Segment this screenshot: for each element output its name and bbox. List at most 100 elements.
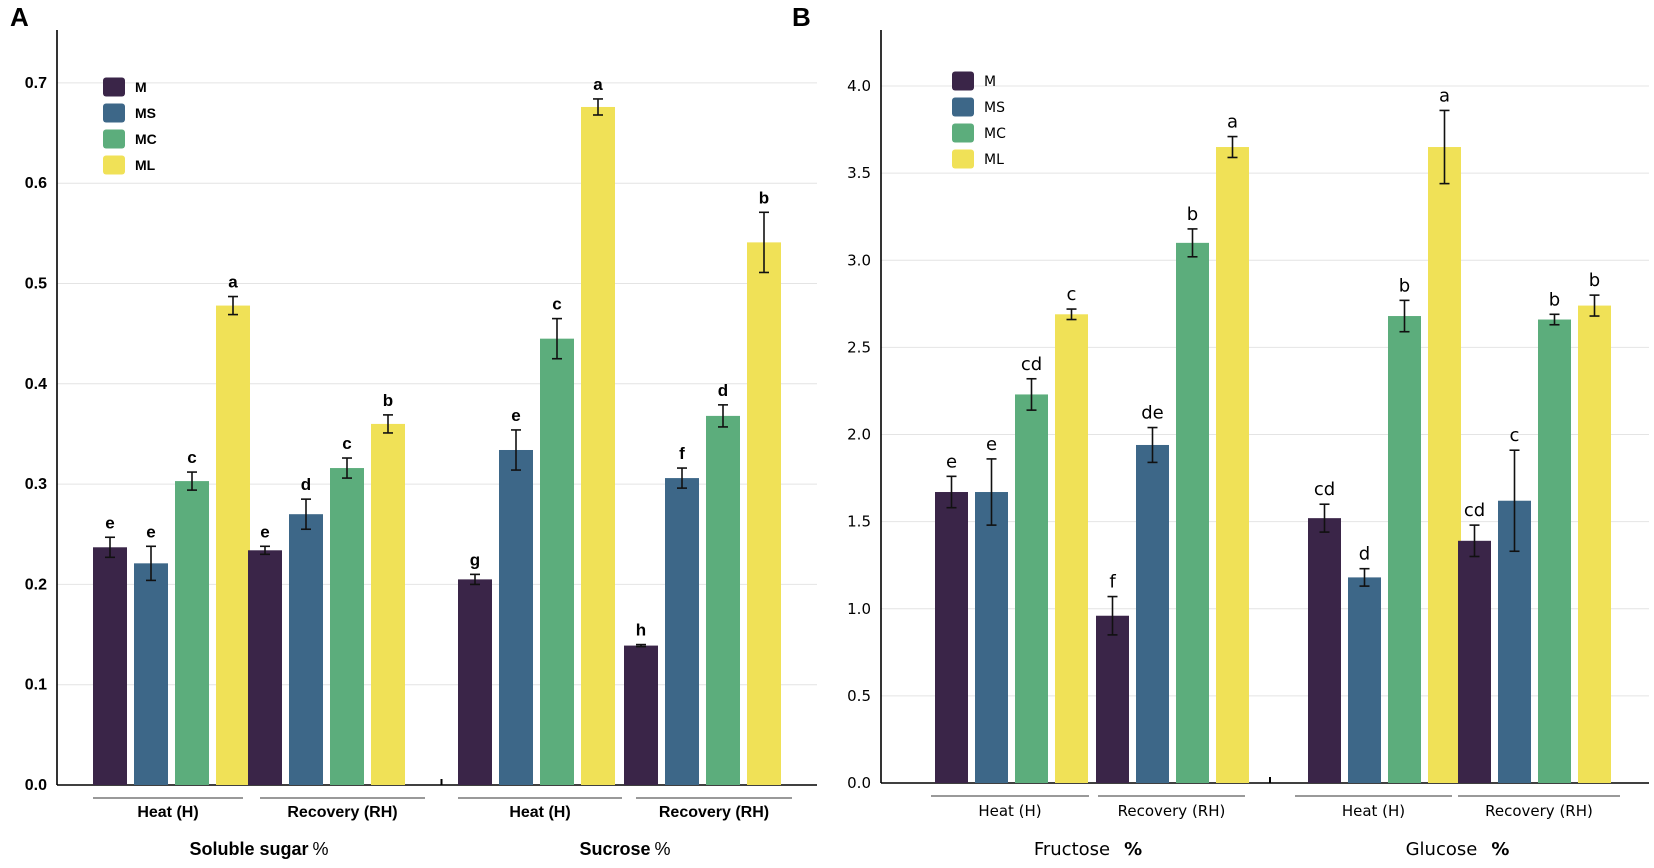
error-bar	[342, 457, 352, 479]
bar	[1348, 577, 1381, 783]
legend-label: MC	[135, 131, 157, 147]
legend-swatch	[103, 77, 125, 97]
bar	[1388, 316, 1421, 783]
bar	[175, 481, 209, 785]
group-label: Recovery (RH)	[1485, 802, 1593, 820]
y-tick-label: 0.3	[25, 476, 47, 493]
error-bar	[718, 404, 728, 428]
legend-item: MC	[103, 129, 157, 149]
bar	[706, 415, 740, 785]
bar	[581, 106, 615, 786]
significance-letter: b	[1589, 270, 1600, 291]
bar	[458, 579, 492, 785]
measure-label: Glucose%	[1406, 839, 1510, 860]
bar	[1055, 314, 1088, 783]
bar	[665, 478, 699, 785]
legend-label: M	[984, 74, 996, 90]
legend-swatch	[952, 123, 974, 143]
legend-swatch	[103, 155, 125, 175]
y-tick-label: 3.0	[847, 251, 871, 269]
error-bar	[1187, 228, 1198, 258]
significance-letter: cd	[1464, 500, 1485, 521]
significance-letter: a	[1439, 85, 1450, 106]
bar	[1428, 147, 1461, 784]
bar	[1578, 305, 1611, 783]
significance-letter: b	[383, 391, 393, 410]
bar	[1136, 444, 1169, 783]
legend-label: MS	[984, 100, 1005, 116]
y-tick-label: 0.6	[25, 175, 47, 192]
error-bar	[986, 458, 997, 526]
group-label: Recovery (RH)	[287, 804, 397, 821]
group-label: Recovery (RH)	[659, 804, 769, 821]
bar	[330, 468, 364, 785]
y-tick-label: 0.4	[25, 376, 47, 393]
group-label: Heat (H)	[1342, 802, 1405, 820]
significance-letter: e	[146, 522, 155, 541]
significance-letter: e	[511, 406, 520, 425]
legend-item: ML	[952, 149, 1004, 169]
error-bar	[301, 498, 311, 531]
y-tick-label: 0.5	[847, 687, 871, 705]
significance-letter: b	[1549, 289, 1560, 310]
error-bar	[187, 471, 197, 491]
bar	[1015, 394, 1048, 783]
legend-swatch	[952, 71, 974, 91]
significance-letter: b	[1399, 275, 1410, 296]
significance-letter: h	[636, 621, 646, 640]
error-bar	[1026, 377, 1037, 411]
error-bar	[759, 211, 769, 274]
significance-letter: c	[552, 295, 561, 314]
significance-letter: c	[342, 434, 351, 453]
legend-item: M	[952, 71, 996, 91]
legend-item: MS	[952, 97, 1005, 117]
significance-letter: g	[470, 550, 480, 569]
error-bar	[552, 317, 562, 360]
error-bar	[636, 643, 646, 648]
bar	[1308, 518, 1341, 783]
significance-letter: e	[105, 513, 114, 532]
significance-letter: d	[1359, 544, 1370, 565]
significance-letter: a	[1227, 112, 1238, 133]
error-bar	[1359, 567, 1370, 587]
group-label: Heat (H)	[509, 804, 570, 821]
significance-letter: b	[759, 188, 769, 207]
legend-item: MC	[952, 123, 1006, 143]
legend-swatch	[103, 103, 125, 123]
bar	[1096, 615, 1129, 783]
legend-swatch	[952, 149, 974, 169]
legend-label: M	[135, 79, 147, 95]
y-tick-label: 3.5	[847, 164, 871, 182]
significance-letter: c	[1510, 425, 1520, 446]
error-bar	[470, 573, 480, 586]
error-bar	[146, 545, 156, 582]
legend-swatch	[952, 97, 974, 117]
error-bar	[1589, 294, 1600, 317]
y-tick-label: 2.0	[847, 426, 871, 444]
bar	[134, 563, 168, 785]
error-bar	[1549, 313, 1560, 326]
y-tick-label: 2.5	[847, 338, 871, 356]
legend-item: MS	[103, 103, 156, 123]
legend-label: ML	[984, 152, 1004, 168]
group-label: Heat (H)	[137, 804, 198, 821]
error-bar	[1509, 449, 1520, 553]
bar	[1538, 319, 1571, 783]
significance-letter: c	[1067, 284, 1077, 305]
measure-label: Fructose%	[1034, 839, 1142, 860]
error-bar	[1319, 503, 1330, 533]
error-bar	[1066, 308, 1077, 321]
significance-letter: e	[986, 434, 997, 455]
bar	[975, 492, 1008, 783]
bar	[216, 305, 250, 785]
bar	[1176, 242, 1209, 783]
significance-letter: d	[301, 475, 311, 494]
y-tick-label: 0.0	[847, 774, 871, 792]
error-bar	[946, 475, 957, 509]
legend-item: ML	[103, 155, 156, 175]
panel-b-letter: B	[792, 2, 811, 32]
legend-label: ML	[135, 157, 156, 173]
error-bar	[383, 414, 393, 434]
y-tick-label: 0.7	[25, 75, 47, 92]
bar	[499, 449, 533, 785]
